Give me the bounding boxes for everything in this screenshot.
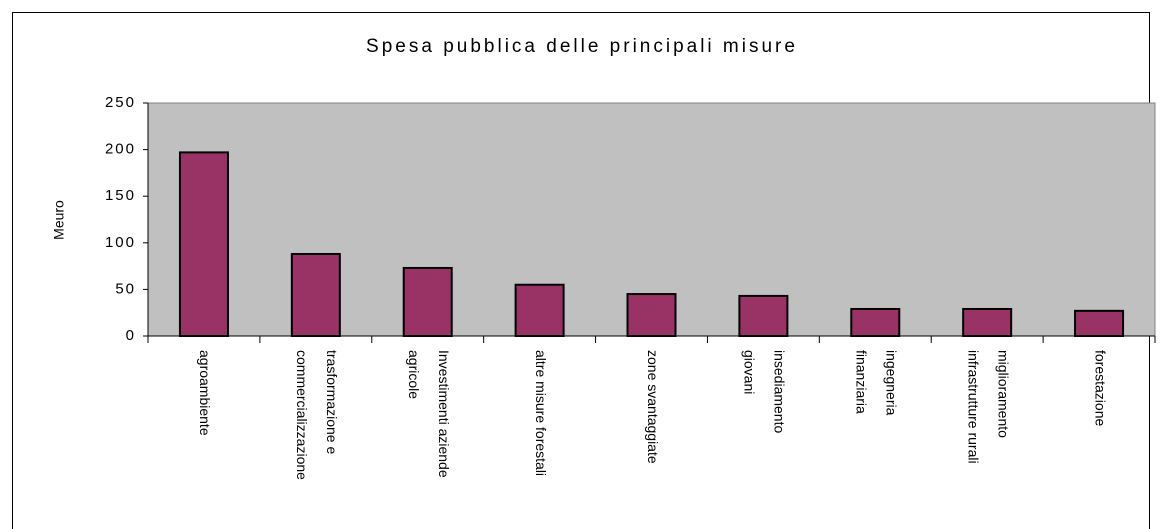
x-tick-label: agroambiente [197, 350, 213, 436]
x-tick-label: giovani [742, 350, 758, 394]
y-tick-label: 50 [115, 280, 136, 297]
y-tick-label: 150 [105, 187, 136, 204]
bar [738, 294, 789, 338]
y-tick-label: 250 [105, 94, 136, 111]
x-tick-label: agricole [406, 350, 422, 399]
y-axis-label: Meuro [51, 200, 67, 240]
bar [402, 266, 453, 337]
bar [178, 151, 229, 337]
bar [514, 283, 565, 337]
x-tick-label: zone svantaggiate [645, 350, 661, 464]
chart-title: Spesa pubblica delle principali misure [366, 36, 798, 57]
bar [626, 293, 677, 337]
bar [850, 307, 901, 337]
x-tick-label: trasformazione e [324, 350, 340, 454]
bar [1074, 309, 1125, 337]
x-tick-label: insediamento [772, 350, 788, 433]
y-tick-label: 200 [105, 141, 136, 158]
x-tick-label: finanziaria [854, 350, 870, 414]
x-tick-label: commercializzazione [294, 350, 310, 480]
y-tick-label: 100 [105, 234, 136, 251]
x-tick-label: forestazione [1092, 350, 1108, 426]
x-tick-label: miglioramento [995, 350, 1011, 438]
x-tick-label: ingegneria [884, 350, 900, 416]
x-tick-label: altre misure forestali [533, 350, 549, 476]
bar [290, 252, 341, 337]
bar [962, 307, 1013, 337]
x-tick-label: Investimenti aziende [436, 350, 452, 478]
x-tick-label: infrastrutture rurali [965, 350, 981, 464]
y-tick-label: 0 [126, 327, 136, 344]
